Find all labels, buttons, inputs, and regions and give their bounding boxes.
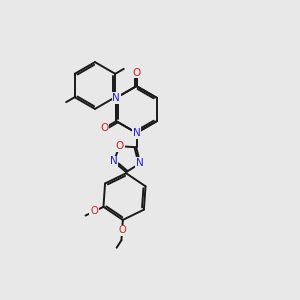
Text: N: N <box>133 128 140 138</box>
Text: O: O <box>118 225 126 236</box>
Text: O: O <box>116 141 124 151</box>
Text: N: N <box>136 158 144 168</box>
Text: N: N <box>110 157 117 166</box>
Text: O: O <box>90 206 98 216</box>
Text: N: N <box>112 93 120 103</box>
Text: O: O <box>100 123 109 133</box>
Text: O: O <box>132 68 141 77</box>
